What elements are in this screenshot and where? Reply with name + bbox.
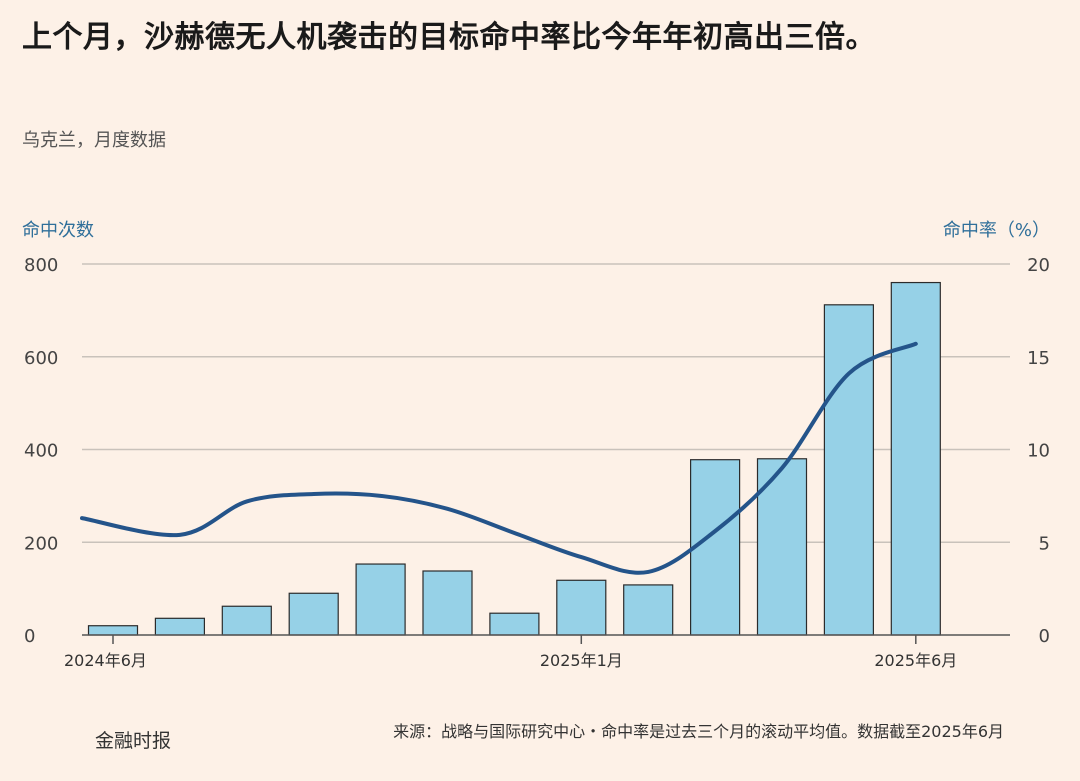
- bar: [823, 304, 875, 636]
- source-note: 来源：战略与国际研究中心・命中率是过去三个月的滚动平均值。数据截至2025年6月: [393, 722, 1004, 741]
- publisher-brand: 金融时报: [95, 730, 172, 752]
- bar: [422, 570, 473, 636]
- right-tick-label: 15: [1027, 348, 1050, 369]
- left-tick-label: 800: [24, 255, 58, 276]
- left-tick-label: 400: [24, 441, 58, 462]
- x-tick-label: 2024年6月: [64, 651, 147, 670]
- chart-title: 上个月，沙赫德无人机袭击的目标命中率比今年年初高出三倍。: [22, 20, 876, 55]
- left-tick-label: 200: [24, 533, 58, 554]
- right-tick-label: 10: [1027, 441, 1050, 462]
- left-tick-label: 0: [24, 626, 35, 647]
- x-tick-label: 2025年1月: [540, 651, 623, 670]
- bar: [489, 612, 540, 636]
- right-axis-title: 命中率（%）: [942, 220, 1050, 241]
- right-tick-label: 5: [1039, 533, 1050, 554]
- bar: [221, 605, 272, 636]
- right-tick-label: 20: [1027, 255, 1050, 276]
- left-tick-label: 600: [24, 348, 58, 369]
- hit-rate-line: [80, 341, 918, 575]
- bar: [355, 563, 406, 636]
- bar: [689, 459, 741, 636]
- bar: [87, 625, 139, 636]
- bar: [154, 617, 205, 636]
- left-axis-title: 命中次数: [22, 220, 94, 241]
- right-tick-label: 0: [1039, 626, 1050, 647]
- bar: [556, 579, 607, 636]
- bar: [623, 584, 674, 636]
- bar: [288, 592, 339, 636]
- chart-subtitle: 乌克兰，月度数据: [22, 130, 166, 151]
- bar: [890, 281, 941, 636]
- x-tick-label: 2025年6月: [874, 651, 957, 670]
